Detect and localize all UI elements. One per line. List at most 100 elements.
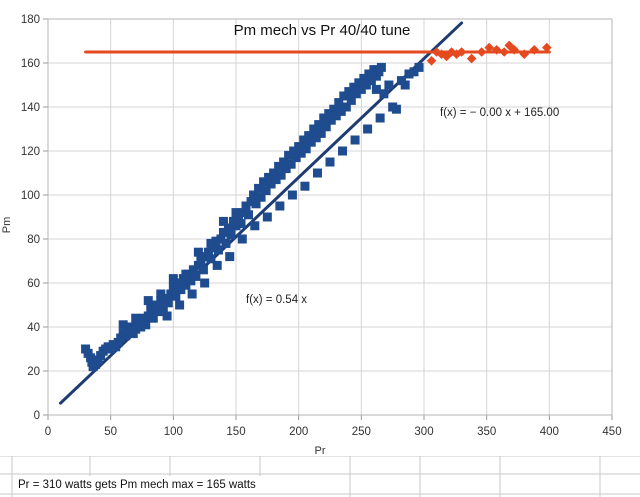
grid-lines <box>43 18 613 420</box>
data-point-square <box>206 238 216 248</box>
data-point-square <box>198 265 208 275</box>
data-point-square <box>266 179 276 189</box>
y-tick-label: 40 <box>27 322 40 334</box>
data-point-square <box>259 177 269 187</box>
data-point-square <box>254 183 264 193</box>
data-point-square <box>276 170 286 180</box>
data-point-square <box>326 115 336 125</box>
data-point-square <box>299 135 309 145</box>
data-point-square <box>249 190 259 200</box>
scatter-chart[interactable]: 0 20 40 60 80 100 120 140 160 180 0 50 100 150 200 250 3… <box>0 0 640 456</box>
data-point-square <box>354 78 364 88</box>
data-point-square <box>261 186 271 196</box>
data-point-square <box>284 150 294 160</box>
data-point-square <box>158 302 168 312</box>
y-tick-label: 180 <box>21 14 40 26</box>
tick-labels: 0 20 40 60 80 100 120 140 160 180 0 50 100 150 200 250 3… <box>21 14 622 438</box>
trendline-equation-flat: f(x) = − 0.00 x + 165.00 <box>440 107 559 119</box>
data-point-square <box>143 296 153 306</box>
chart-background <box>0 0 640 456</box>
data-point-diamond <box>491 45 502 55</box>
data-point-square <box>188 265 198 275</box>
x-tick-label: 150 <box>226 426 245 438</box>
data-point-square <box>311 133 321 143</box>
data-point-square <box>153 307 163 317</box>
spreadsheet-note-cell[interactable]: Pr = 310 watts gets Pm mech max = 165 wa… <box>18 479 256 491</box>
data-point-square <box>166 289 176 299</box>
data-point-square <box>279 157 289 167</box>
data-point-square <box>141 320 151 330</box>
data-point-diamond <box>542 42 552 53</box>
data-point-square <box>312 168 322 178</box>
data-point-square <box>118 320 128 330</box>
y-tick-label: 60 <box>27 278 40 290</box>
data-point-square <box>239 208 249 218</box>
data-point-square <box>359 73 369 83</box>
data-point-square <box>351 89 361 99</box>
data-point-square <box>269 168 279 178</box>
data-point-square <box>294 142 304 152</box>
data-point-square <box>146 304 156 314</box>
x-tick-label: 50 <box>104 426 117 438</box>
x-tick-label: 450 <box>602 426 621 438</box>
data-point-square <box>226 230 236 240</box>
data-point-square <box>314 120 324 130</box>
data-point-diamond <box>519 49 530 59</box>
data-point-square <box>391 104 401 114</box>
data-point-square <box>131 313 141 323</box>
data-point-square <box>329 104 339 114</box>
data-point-square <box>341 102 351 112</box>
y-tick-label: 100 <box>21 190 40 202</box>
data-point-square <box>291 153 301 163</box>
data-point-diamond <box>456 47 467 57</box>
data-point-square <box>336 106 346 116</box>
data-point-square <box>151 300 161 310</box>
data-point-square <box>200 278 210 288</box>
data-point-square <box>339 91 349 101</box>
data-point-square <box>218 216 228 226</box>
data-point-diamond <box>504 40 515 51</box>
data-point-square <box>225 252 235 262</box>
data-point-square <box>287 190 297 200</box>
data-point-square <box>324 109 334 119</box>
data-point-square <box>262 212 272 222</box>
data-point-square <box>237 234 247 244</box>
data-point-square <box>221 238 231 248</box>
data-point-diamond <box>431 47 442 57</box>
y-tick-label: 160 <box>21 58 40 70</box>
data-point-square <box>404 69 414 79</box>
data-point-square <box>213 245 223 255</box>
y-axis-label: Pm <box>1 217 13 234</box>
data-point-square <box>181 280 191 290</box>
y-tick-label: 0 <box>34 410 40 422</box>
data-point-square <box>175 300 185 310</box>
data-point-diamond <box>466 53 477 64</box>
data-point-square <box>361 80 371 90</box>
data-point-square <box>187 289 197 299</box>
y-tick-label: 20 <box>27 366 40 378</box>
data-point-square <box>163 298 173 308</box>
data-point-square <box>231 221 241 231</box>
data-point-square <box>131 324 141 334</box>
data-point-square <box>376 62 386 72</box>
data-point-square <box>349 82 359 92</box>
data-point-square <box>211 236 221 246</box>
data-point-square <box>364 69 374 79</box>
data-point-square <box>414 62 424 72</box>
data-point-square <box>289 146 299 156</box>
data-point-square <box>162 311 172 321</box>
data-point-square <box>321 122 331 132</box>
data-point-square <box>126 322 136 332</box>
data-point-diamond <box>426 56 437 66</box>
data-point-square <box>281 164 291 174</box>
data-point-square <box>384 80 394 90</box>
data-point-square <box>296 148 306 158</box>
data-point-square <box>331 111 341 121</box>
plot-area-border <box>47 18 613 416</box>
data-point-square <box>375 113 385 123</box>
data-point-square <box>236 219 246 229</box>
y-tick-label: 140 <box>21 102 40 114</box>
data-point-square <box>271 175 281 185</box>
x-tick-label: 0 <box>45 426 51 438</box>
